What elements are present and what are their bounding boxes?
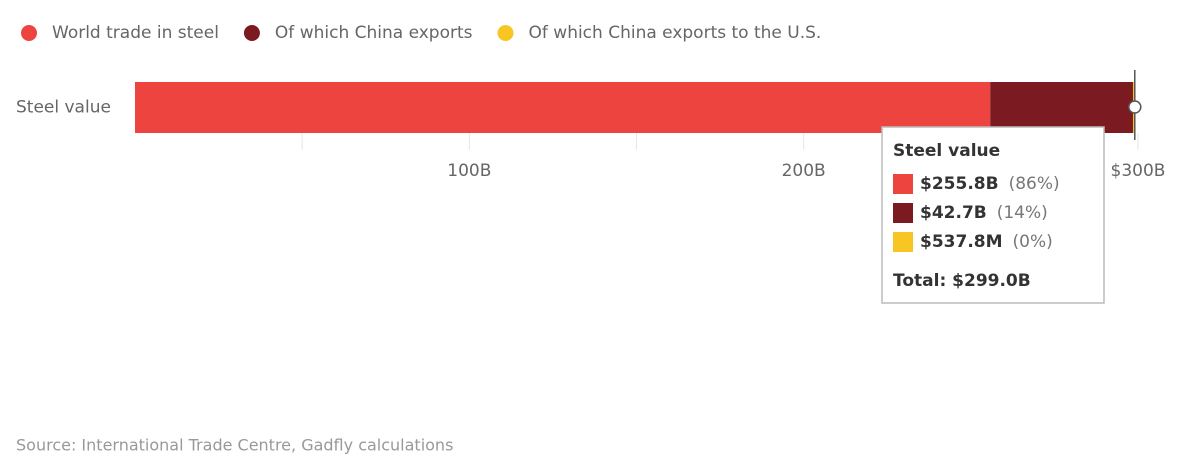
legend-label: Of which China exports [275, 23, 473, 43]
tooltip-box [881, 126, 1105, 304]
tooltip-swatch [893, 232, 913, 252]
tooltip-share: (86%) [1009, 174, 1060, 194]
tooltip-swatch [893, 203, 913, 223]
x-tick-label: 100B [447, 161, 491, 181]
legend-label: Of which China exports to the U.S. [529, 23, 822, 43]
tooltip-value: $255.8B [920, 174, 999, 194]
x-tick-label: $300B [1111, 161, 1166, 181]
tooltip-swatch [893, 174, 913, 194]
tooltip-value: $537.8M [920, 232, 1003, 252]
tooltip-share: (14%) [997, 203, 1048, 223]
legend-marker [497, 25, 514, 41]
y-tick-label: Steel value [16, 98, 111, 118]
bar-segment [990, 82, 1133, 133]
x-tick-label: 200B [782, 161, 826, 181]
tooltip: Steel value $255.8B (86%) $42.7B (14%) $537.8… [881, 126, 1105, 304]
tooltip-share: (0%) [1013, 232, 1053, 252]
tooltip-title: Steel value [893, 141, 1000, 161]
tooltip-total: Total: $299.0B [893, 271, 1031, 291]
legend-marker [21, 25, 37, 41]
legend-label: World trade in steel [52, 23, 219, 43]
legend-marker [243, 25, 260, 41]
bar-segment [135, 82, 991, 133]
hover-point [1128, 100, 1142, 114]
source: Source: International Trade Centre, Gadf… [16, 436, 453, 455]
tooltip-value: $42.7B [920, 203, 987, 223]
